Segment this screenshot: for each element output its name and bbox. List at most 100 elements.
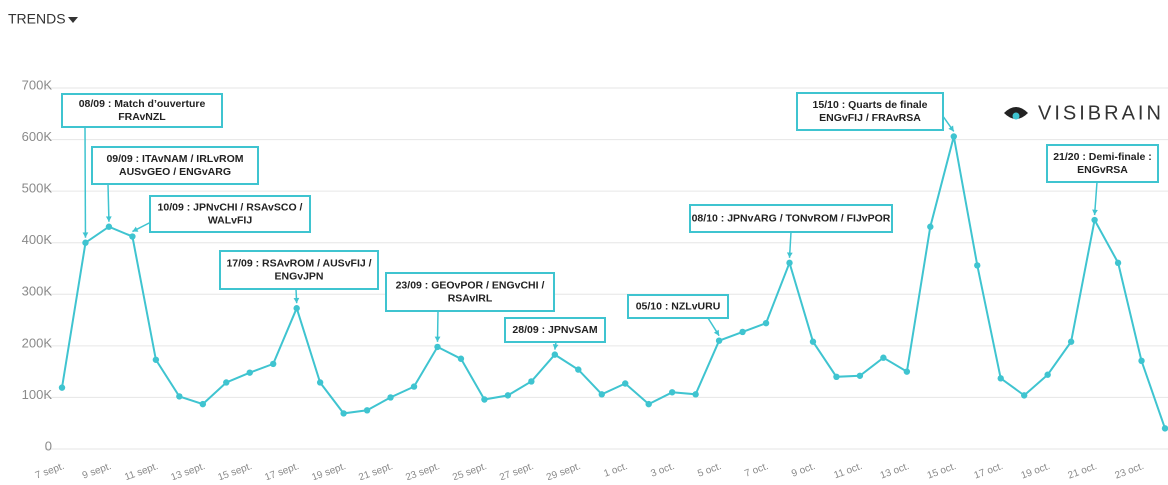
data-point [106, 224, 112, 230]
data-point [317, 379, 323, 385]
x-tick-label: 25 sept. [451, 461, 488, 480]
y-tick-label: 300K [22, 284, 53, 299]
data-point [646, 401, 652, 407]
y-tick-label: 600K [22, 129, 53, 144]
data-point [716, 338, 722, 344]
data-point [528, 378, 534, 384]
data-point [1138, 358, 1144, 364]
data-point [129, 233, 135, 239]
data-point [739, 329, 745, 335]
data-point [293, 305, 299, 311]
y-tick-label: 400K [22, 232, 53, 247]
data-point [927, 224, 933, 230]
x-tick-label: 9 sept. [81, 461, 113, 480]
data-point [247, 369, 253, 375]
x-tick-label: 15 oct. [926, 461, 958, 480]
annotation-arrowhead [787, 252, 793, 257]
annotation-text: AUSvGEO / ENGvARG [119, 166, 231, 178]
data-point [1162, 425, 1168, 431]
x-tick-label: 11 oct. [833, 461, 864, 480]
data-point [387, 394, 393, 400]
data-point [505, 392, 511, 398]
data-point [786, 260, 792, 266]
annotation-text: WALvFIJ [208, 214, 252, 226]
data-point [951, 133, 957, 139]
x-tick-label: 23 oct. [1113, 461, 1145, 480]
annotation-text: 09/09 : ITAvNAM / IRLvROM [106, 153, 243, 165]
x-tick-label: 13 sept. [170, 461, 207, 480]
logo-text: VISIBRAIN [1038, 102, 1164, 124]
data-point [434, 344, 440, 350]
data-point [810, 339, 816, 345]
annotation-text: 10/09 : JPNvCHI / RSAvSCO / [158, 201, 303, 213]
dropdown-arrow[interactable] [68, 17, 78, 23]
x-tick-label: 17 sept. [263, 461, 300, 480]
annotation-arrowhead [106, 216, 112, 221]
data-point [481, 396, 487, 402]
data-point [153, 357, 159, 363]
annotation-arrowhead [435, 337, 441, 342]
data-point [833, 374, 839, 380]
x-tick-label: 23 sept. [404, 461, 441, 480]
data-point [458, 356, 464, 362]
annotation-arrow [108, 184, 109, 222]
x-tick-label: 3 oct. [649, 461, 676, 480]
y-tick-label: 0 [45, 438, 52, 453]
annotation-text: 23/09 : GEOvPOR / ENGvCHI / [396, 279, 545, 291]
logo-pupil [1013, 113, 1020, 120]
x-tick-label: 1 oct. [602, 461, 629, 480]
data-point [200, 401, 206, 407]
x-tick-label: 21 oct. [1067, 461, 1099, 480]
data-point [669, 389, 675, 395]
x-tick-label: 29 sept. [545, 461, 582, 480]
x-tick-label: 19 oct. [1020, 461, 1052, 480]
annotation-text: 28/09 : JPNvSAM [512, 324, 597, 336]
data-point [974, 262, 980, 268]
x-tick-label: 27 sept. [498, 461, 535, 480]
data-point [411, 383, 417, 389]
x-tick-label: 21 sept. [357, 461, 394, 480]
x-tick-label: 17 oct. [973, 461, 1005, 480]
data-point [998, 375, 1004, 381]
data-point [1091, 217, 1097, 223]
data-point [1115, 260, 1121, 266]
logo: VISIBRAIN [1004, 102, 1164, 124]
x-tick-label: 9 oct. [790, 461, 817, 480]
y-tick-label: 700K [22, 77, 53, 92]
annotation-arrowhead [1092, 210, 1098, 215]
data-point [270, 361, 276, 367]
x-tick-label: 19 sept. [310, 461, 347, 480]
data-point [59, 384, 65, 390]
data-point [880, 355, 886, 361]
annotation-text: 17/09 : RSAvROM / AUSvFIJ / [226, 257, 371, 269]
annotation-arrowhead [294, 298, 300, 303]
data-point [599, 391, 605, 397]
page-title[interactable]: TRENDS [8, 11, 66, 27]
data-point [176, 393, 182, 399]
data-point [904, 368, 910, 374]
annotation-text: 15/10 : Quarts de finale [813, 99, 928, 111]
x-tick-label: 11 sept. [123, 461, 160, 480]
data-point [857, 373, 863, 379]
data-point [692, 391, 698, 397]
x-tick-label: 5 oct. [696, 461, 723, 480]
annotation-text: RSAvIRL [448, 292, 493, 304]
annotation-text: 05/10 : NZLvURU [636, 300, 721, 312]
y-tick-label: 500K [22, 181, 53, 196]
data-point [1021, 392, 1027, 398]
annotation-arrowhead [83, 232, 89, 237]
data-point [1068, 339, 1074, 345]
annotation-text: 08/09 : Match d’ouverture [79, 98, 206, 110]
x-tick-label: 13 oct. [879, 461, 911, 480]
data-point [223, 379, 229, 385]
annotation-text: ENGvRSA [1077, 164, 1128, 176]
annotation-text: ENGvJPN [274, 270, 323, 282]
data-point [622, 380, 628, 386]
data-point [1044, 372, 1050, 378]
data-point [82, 240, 88, 246]
annotation-text: FRAvNZL [118, 111, 166, 123]
annotation-text: ENGvFIJ / FRAvRSA [819, 112, 921, 124]
x-tick-label: 7 sept. [34, 461, 66, 480]
data-point [575, 366, 581, 372]
